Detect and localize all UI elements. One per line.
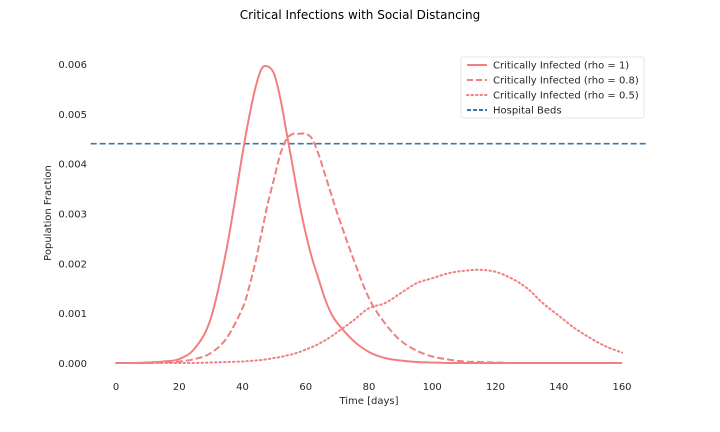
y-axis-label: Population Fraction: [43, 165, 54, 261]
legend-label: Hospital Beds: [493, 106, 562, 117]
legend-label: Critically Infected (rho = 0.8): [493, 76, 639, 87]
series-rho-0.8-line: [115, 132, 622, 365]
legend-item-hospital-beds: Hospital Beds: [467, 106, 562, 117]
legend-item-rho-0.8: Critically Infected (rho = 0.8): [467, 76, 639, 87]
legend-frame: [460, 56, 645, 119]
x-tick-label: 120: [486, 382, 505, 393]
legend: Critically Infected (rho = 1) Critically …: [460, 56, 645, 119]
y-tick-label: 0.004: [58, 160, 87, 171]
legend-item-rho-0.5: Critically Infected (rho = 0.5): [466, 91, 639, 102]
y-tick-label: 0.000: [58, 359, 87, 370]
legend-label: Critically Infected (rho = 1): [493, 61, 629, 72]
y-tick-label: 0.003: [58, 210, 87, 221]
x-tick-label: 160: [612, 382, 631, 393]
legend-label: Critically Infected (rho = 0.5): [493, 91, 639, 102]
x-tick-label: 60: [299, 382, 312, 393]
y-tick-label: 0.001: [58, 309, 87, 320]
x-axis-label: Time [days]: [338, 396, 398, 407]
series-rho-0.5-line: [115, 268, 623, 365]
x-tick-label: 0: [113, 382, 119, 393]
y-tick-label: 0.002: [58, 259, 87, 270]
y-axis: 0.000 0.001 0.002 0.003 0.004 0.005 0.006: [58, 60, 87, 370]
y-tick-label: 0.006: [58, 60, 87, 71]
x-tick-label: 100: [423, 382, 442, 393]
x-tick-label: 20: [173, 382, 186, 393]
y-tick-label: 0.005: [58, 110, 87, 121]
chart-title: Critical Infections with Social Distanci…: [240, 8, 481, 22]
series-rho-1-line: [115, 64, 622, 365]
x-tick-label: 40: [236, 382, 249, 393]
plot-area: [90, 64, 648, 365]
x-tick-label: 80: [363, 382, 376, 393]
x-tick-label: 140: [549, 382, 568, 393]
legend-item-rho-1: Critically Infected (rho = 1): [467, 61, 629, 72]
x-axis: 0 20 40 60 80 100 120 140 160: [113, 382, 632, 393]
